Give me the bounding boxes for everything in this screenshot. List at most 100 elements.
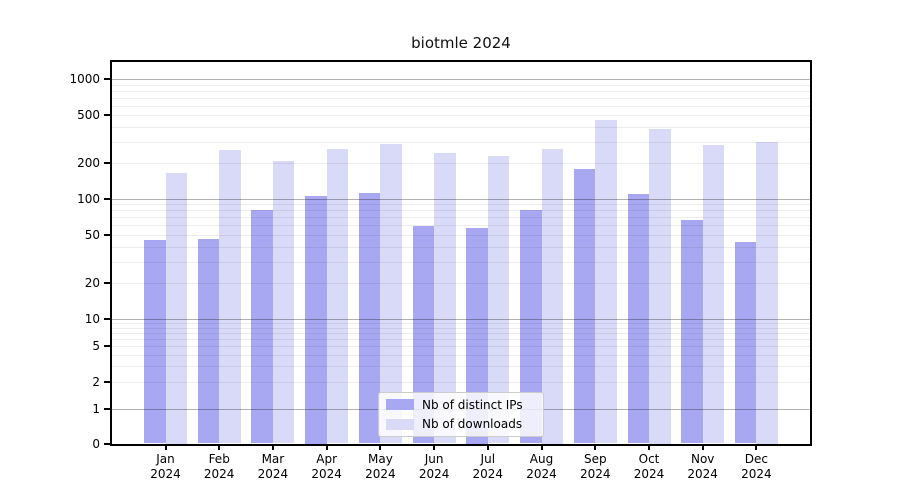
major-gridline <box>112 198 810 200</box>
bar-downloads <box>434 153 456 444</box>
legend-swatch-downloads <box>386 418 414 430</box>
bar-downloads <box>595 120 617 444</box>
minor-gridline <box>112 97 810 99</box>
plot-area: 1000 500 200 100 50 20 10 5 2 1 0 Jan 2024 Feb 2024 M… <box>69 60 812 481</box>
minor-gridline <box>112 354 810 356</box>
x-tick-label: Aug 2024 <box>526 452 557 481</box>
minor-gridline <box>112 84 810 86</box>
legend-row: Nb of distinct IPs <box>386 396 537 414</box>
x-tick-label: Jul 2024 <box>472 452 504 481</box>
minor-gridline <box>112 105 810 107</box>
y-tick-mark <box>104 442 110 445</box>
bar-distinct-ips <box>520 209 542 444</box>
bar-distinct-ips <box>251 209 273 444</box>
bar-downloads <box>380 143 402 444</box>
y-tick-mark <box>104 281 110 284</box>
bar-distinct-ips <box>358 193 381 444</box>
bar-distinct-ips <box>734 241 757 444</box>
x-tick-label: Jan 2024 <box>150 452 181 481</box>
minor-gridline <box>112 333 810 335</box>
minor-gridline <box>112 234 810 236</box>
minor-gridline <box>112 204 810 205</box>
bar-downloads <box>702 145 725 444</box>
x-tick-mark <box>755 444 758 450</box>
x-tick-label: Jun 2024 <box>418 452 450 481</box>
x-tick-mark <box>325 444 328 450</box>
x-tick-label: May 2024 <box>365 452 396 481</box>
y-tick-mark <box>104 233 110 236</box>
minor-gridline <box>112 217 810 219</box>
y-tick-label: 1000 <box>69 72 100 86</box>
y-tick-label: 200 <box>77 155 100 170</box>
bar-downloads <box>326 148 349 444</box>
x-tick-mark <box>594 444 597 450</box>
major-gridline <box>112 79 810 80</box>
bar-distinct-ips <box>573 169 596 444</box>
bar-distinct-ips <box>144 240 166 444</box>
minor-gridline <box>112 210 810 212</box>
y-tick-mark <box>104 407 110 410</box>
x-tick-mark <box>486 444 489 450</box>
y-tick-label: 5 <box>92 339 100 354</box>
x-tick-mark <box>379 444 382 450</box>
bar-distinct-ips <box>305 196 327 444</box>
minor-gridline <box>112 126 810 128</box>
x-tick-label: Dec 2024 <box>741 452 772 481</box>
y-tick-mark <box>104 114 110 116</box>
x-tick-label: Oct 2024 <box>633 452 665 481</box>
x-tick-mark <box>433 444 436 450</box>
minor-gridline <box>112 323 810 325</box>
major-gridline <box>112 319 810 321</box>
x-tick-mark <box>218 444 221 450</box>
x-tick-label: Mar 2024 <box>257 452 289 481</box>
x-tick-mark <box>271 444 274 450</box>
bar-distinct-ips <box>412 226 435 444</box>
bar-downloads <box>541 148 563 444</box>
minor-gridline <box>112 162 810 164</box>
y-tick-label: 0 <box>92 436 100 451</box>
bar-downloads <box>165 172 187 444</box>
bar-distinct-ips <box>466 228 488 444</box>
bar-distinct-ips <box>627 193 649 444</box>
minor-gridline <box>112 90 810 92</box>
y-tick-mark <box>104 318 110 321</box>
y-tick-label: 100 <box>77 191 100 206</box>
minor-gridline <box>112 346 810 348</box>
x-tick-mark <box>540 444 543 450</box>
y-tick-mark <box>104 197 110 200</box>
bar-distinct-ips <box>681 220 703 444</box>
y-tick-mark <box>104 78 110 80</box>
bar-downloads <box>219 149 241 444</box>
legend-label: Nb of distinct IPs <box>422 397 523 412</box>
minor-gridline <box>112 365 810 367</box>
y-tick-mark <box>104 161 110 164</box>
y-tick-label: 20 <box>84 275 100 290</box>
bar-downloads <box>272 161 295 444</box>
minor-gridline <box>112 115 810 116</box>
minor-gridline <box>112 225 810 227</box>
minor-gridline <box>112 282 810 284</box>
minor-gridline <box>112 339 810 341</box>
bar-downloads <box>649 128 671 444</box>
bar-downloads <box>756 142 778 444</box>
y-tick-label: 1 <box>92 401 100 416</box>
y-tick-label: 50 <box>84 227 100 242</box>
legend-row: Nb of downloads <box>386 416 537 434</box>
y-tick-mark <box>104 345 110 348</box>
minor-gridline <box>112 246 810 248</box>
y-tick-mark <box>104 380 110 383</box>
bar-downloads <box>487 156 510 444</box>
chart-title: biotmle 2024 <box>411 34 511 52</box>
x-tick-mark <box>648 444 650 450</box>
x-tick-label: Nov 2024 <box>687 452 718 481</box>
minor-gridline <box>112 381 810 383</box>
y-tick-label: 500 <box>77 108 100 122</box>
legend-label: Nb of downloads <box>422 417 523 432</box>
x-tick-label: Apr 2024 <box>311 452 342 481</box>
minor-gridline <box>112 141 810 143</box>
x-tick-label: Sep 2024 <box>580 452 611 481</box>
x-tick-mark <box>701 444 704 450</box>
minor-gridline <box>112 261 810 263</box>
legend-swatch-distinct-ips <box>386 399 414 411</box>
